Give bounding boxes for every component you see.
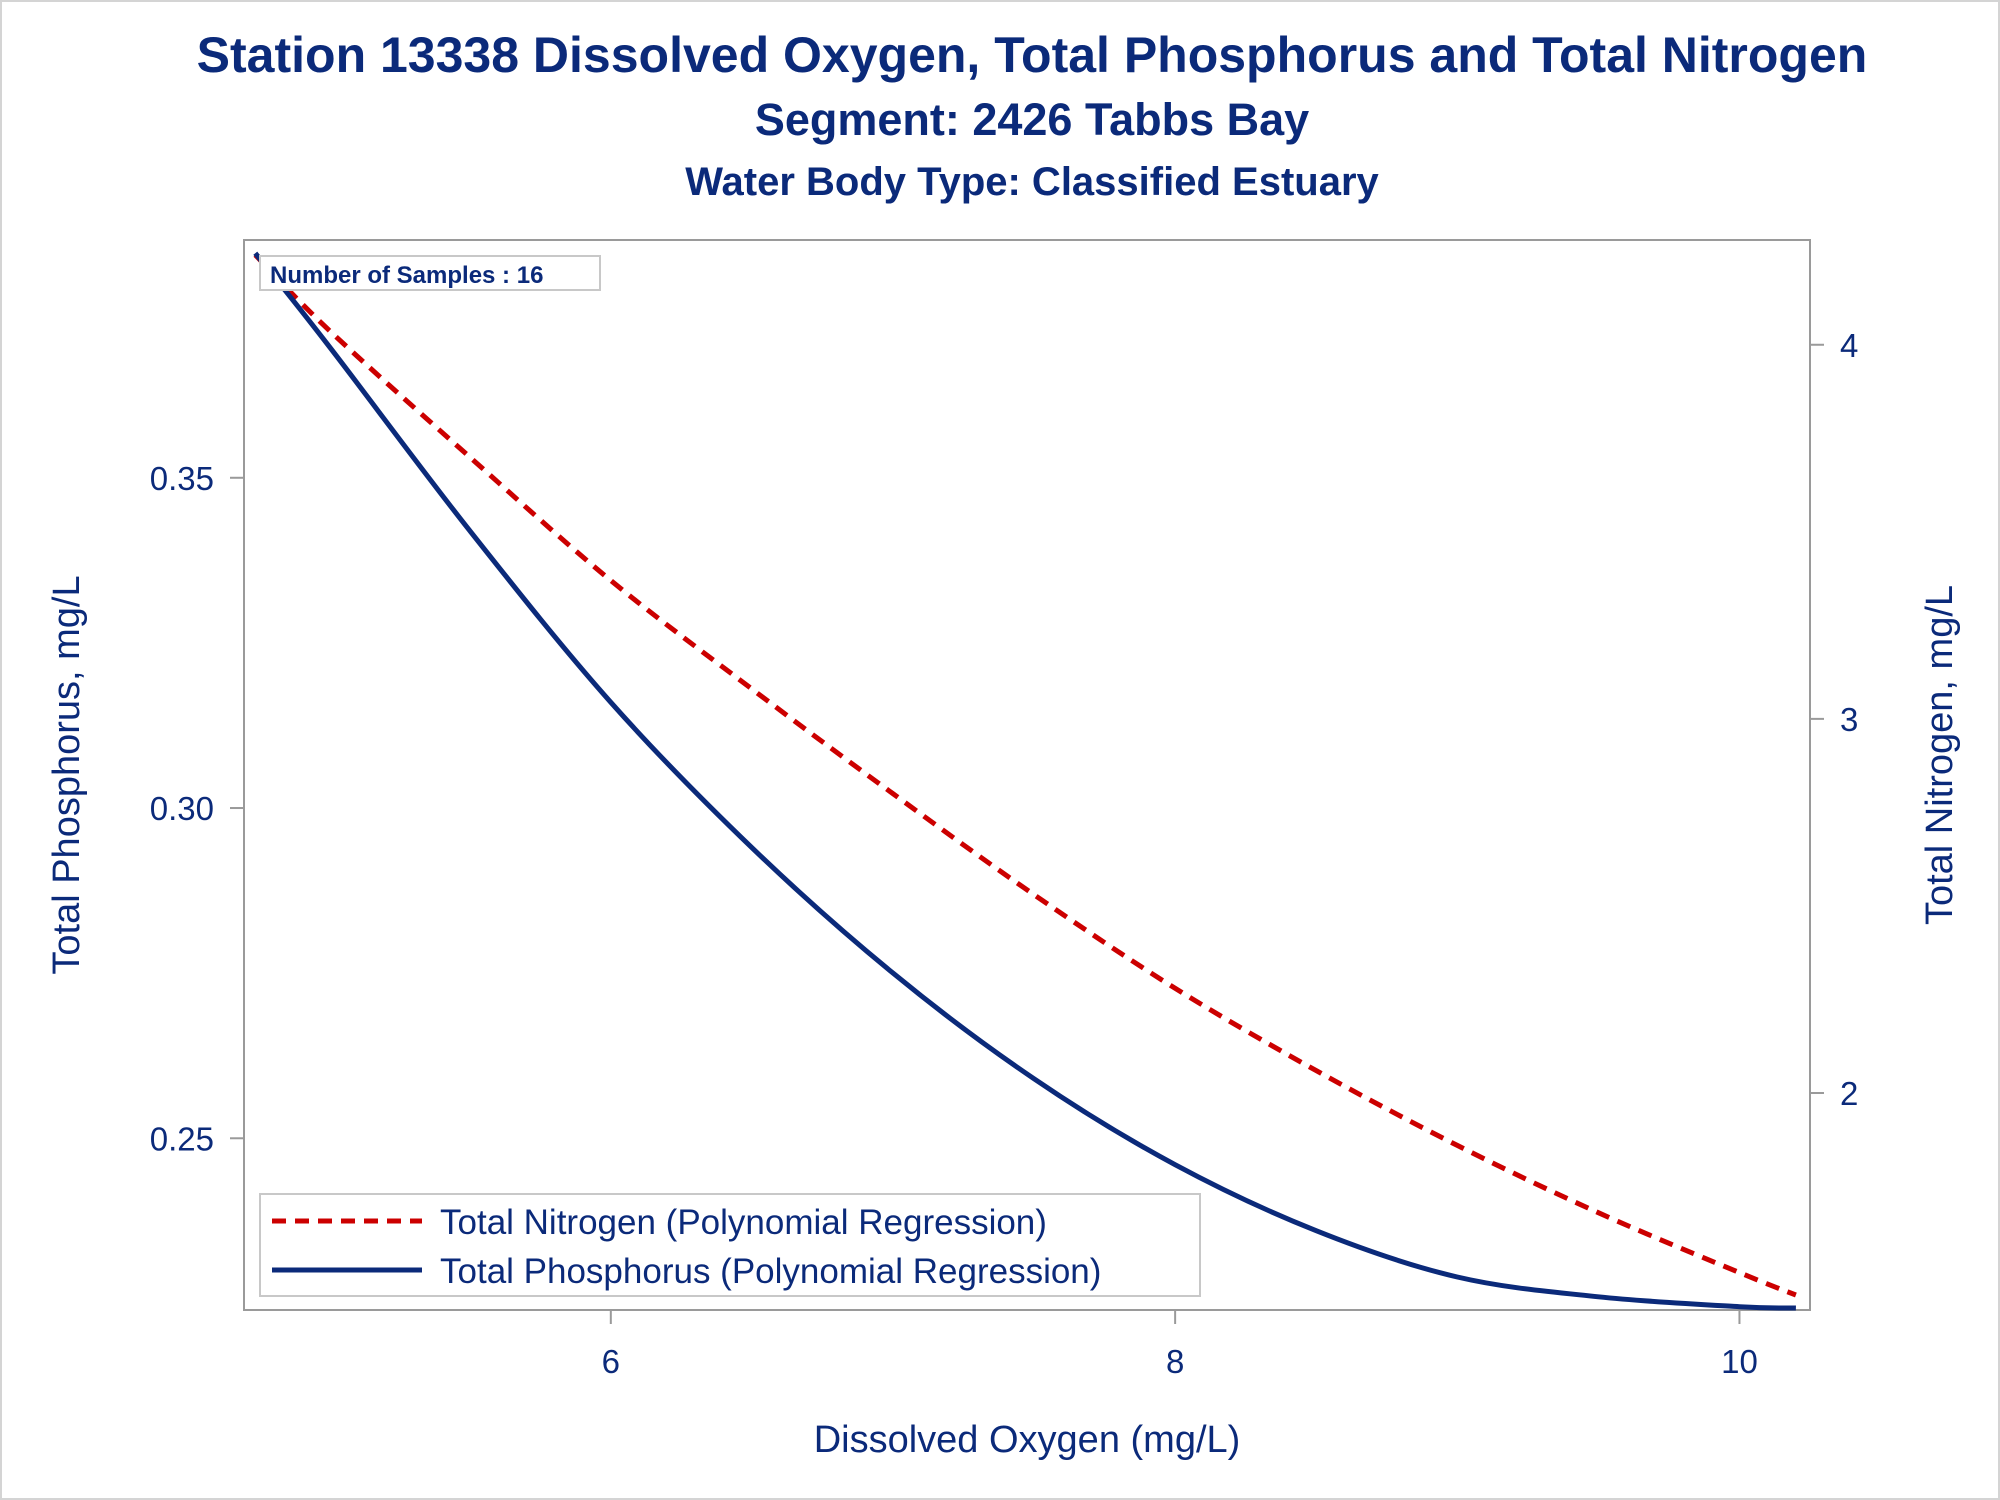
y-left-tick-label: 0.30 (150, 790, 214, 827)
chart-title: Station 13338 Dissolved Oxygen, Total Ph… (197, 27, 1868, 83)
y-left-tick-label: 0.25 (150, 1120, 214, 1157)
y-left-tick-label: 0.35 (150, 460, 214, 497)
legend-nitrogen-label: Total Nitrogen (Polynomial Regression) (440, 1203, 1047, 1242)
chart-subtitle-2: Water Body Type: Classified Estuary (685, 160, 1379, 204)
x-tick-label: 8 (1166, 1343, 1184, 1380)
sample-count-note: Number of Samples : 16 (259, 255, 601, 291)
x-axis-label: Dissolved Oxygen (mg/L) (814, 1419, 1241, 1461)
legend: Total Nitrogen (Polynomial Regression) T… (259, 1193, 1201, 1297)
plot-frame (243, 239, 1811, 1311)
nitrogen-series-line (253, 253, 1797, 1298)
chart-subtitle: Segment: 2426 Tabbs Bay (755, 94, 1309, 145)
legend-box (259, 1193, 1201, 1297)
phosphorus-series-line (253, 251, 1796, 1311)
y-right-tick-label: 2 (1840, 1075, 1858, 1112)
y-right-tick-label: 4 (1840, 327, 1858, 364)
y-right-axis: 2 3 4 (1810, 327, 1858, 1112)
y-left-axis-label: Total Phosphorus, mg/L (46, 575, 88, 974)
sample-count-text: Number of Samples : 16 (270, 262, 543, 289)
x-tick-label: 10 (1721, 1343, 1758, 1380)
sample-count-box (259, 255, 601, 291)
x-axis: 6 8 10 (602, 1310, 1758, 1380)
y-right-axis-label: Total Nitrogen, mg/L (1919, 585, 1961, 925)
legend-phosphorus-label: Total Phosphorus (Polynomial Regression) (440, 1252, 1101, 1291)
x-tick-label: 6 (602, 1343, 620, 1380)
y-left-axis: 0.25 0.30 0.35 (150, 460, 244, 1157)
y-right-tick-label: 3 (1840, 701, 1858, 738)
series-layer (253, 251, 1797, 1311)
